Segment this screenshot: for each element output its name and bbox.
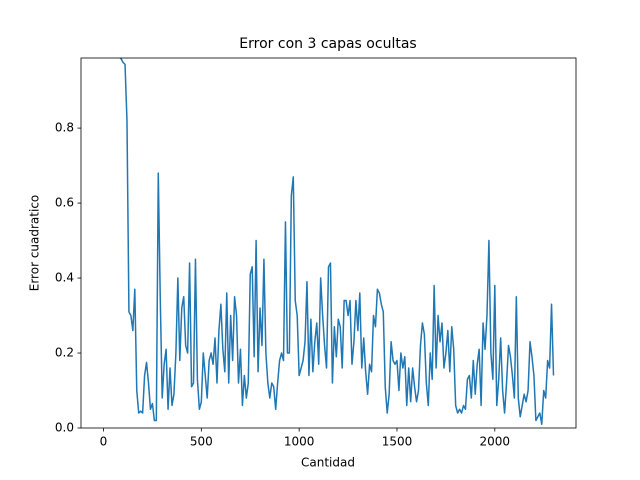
data-line	[119, 58, 555, 425]
y-tick-label: 0.8	[55, 121, 74, 135]
y-tick-label: 0.2	[55, 346, 74, 360]
chart-title: Error con 3 capas ocultas	[239, 36, 416, 52]
x-tick-label: 1000	[284, 435, 315, 449]
y-axis-label: Error cuadratico	[28, 195, 42, 292]
plot-frame	[80, 57, 577, 429]
x-tick-label: 2000	[480, 435, 511, 449]
x-tick-label: 0	[100, 435, 108, 449]
x-tick-label: 1500	[382, 435, 413, 449]
y-tick-label: 0.4	[55, 271, 74, 285]
x-axis-label: Cantidad	[301, 456, 355, 470]
y-tick-label: 0.6	[55, 196, 74, 210]
x-tick-label: 500	[190, 435, 213, 449]
y-tick-label: 0.0	[55, 421, 74, 435]
